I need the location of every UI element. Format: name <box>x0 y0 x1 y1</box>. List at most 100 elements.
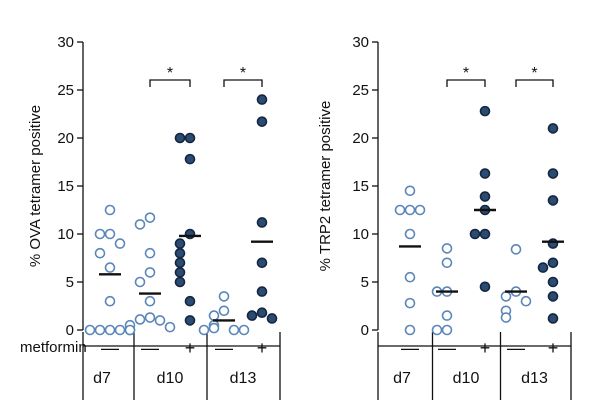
data-point-metformin <box>256 116 268 127</box>
data-point-control <box>94 247 106 259</box>
data-point-control <box>394 204 406 216</box>
data-point-metformin <box>547 195 559 206</box>
data-point-control <box>238 324 250 336</box>
data-point-control <box>218 291 230 302</box>
data-point-metformin <box>479 228 491 240</box>
data-point-control <box>114 324 126 336</box>
data-point-metformin <box>184 315 196 326</box>
data-point-control <box>104 295 116 307</box>
significance-bracket <box>149 79 191 87</box>
data-point-control <box>520 295 532 307</box>
y-tick-label: 20 <box>352 130 369 147</box>
data-point-control <box>404 324 416 336</box>
data-point-control <box>208 310 220 321</box>
metformin-minus-label: — <box>507 338 525 358</box>
significance-bracket <box>446 79 486 87</box>
data-point-metformin <box>547 257 559 269</box>
data-point-control <box>500 312 512 323</box>
significance-star: * <box>167 65 173 82</box>
y-tick-label: 0 <box>361 322 369 339</box>
y-tick-label: 10 <box>352 226 369 243</box>
data-point-control <box>404 228 416 240</box>
y-tick-label: 0 <box>66 322 74 339</box>
trp2-tetramer-panel: 0 5 10 15 20 25 30 % TRP2 tetramer positive d7 — d… <box>317 34 572 400</box>
data-point-metformin <box>184 295 196 307</box>
data-point-control <box>414 204 426 216</box>
data-point-metformin <box>174 238 186 249</box>
y-tick-label: 15 <box>57 178 74 195</box>
data-point-control <box>94 228 106 240</box>
metformin-minus-label: — <box>438 338 456 358</box>
data-point-control <box>441 310 453 321</box>
data-point-metformin <box>547 123 559 134</box>
data-point-metformin <box>174 257 186 269</box>
y-tick-label: 15 <box>352 178 369 195</box>
data-point-metformin <box>547 276 559 288</box>
data-point-metformin <box>479 168 491 179</box>
data-point-metformin <box>479 105 491 117</box>
group-label-d7: d7 <box>393 370 411 387</box>
data-point-metformin <box>256 217 268 228</box>
data-point-control <box>144 312 156 323</box>
data-point-control <box>404 297 416 309</box>
data-point-control <box>198 324 210 336</box>
data-point-control <box>441 257 453 269</box>
data-point-metformin <box>547 238 559 249</box>
y-axis-label: % TRP2 tetramer positive <box>317 101 334 272</box>
significance-bracket <box>223 79 263 87</box>
data-point-control <box>218 305 230 317</box>
y-tick-label: 25 <box>57 82 74 99</box>
data-point-metformin <box>266 313 278 324</box>
significance-star: * <box>240 65 246 82</box>
ova-tetramer-panel: 0 5 10 15 20 25 30 % OVA tetramer positive metfo… <box>20 34 281 400</box>
data-point-control <box>154 315 166 326</box>
data-point-control <box>144 212 156 223</box>
data-point-control <box>124 324 136 336</box>
data-point-control <box>134 219 146 230</box>
metformin-minus-label: — <box>401 338 419 358</box>
y-tick-label: 5 <box>361 274 369 291</box>
metformin-row-label: metformin <box>20 339 87 356</box>
data-point-control <box>500 291 512 302</box>
data-point-control <box>144 267 156 278</box>
y-tick-label: 25 <box>352 82 369 99</box>
data-point-control <box>404 185 416 197</box>
group-label-d10: d10 <box>157 370 184 387</box>
group-label-d10: d10 <box>453 370 480 387</box>
data-point-control <box>404 271 416 283</box>
data-point-metformin <box>184 228 196 240</box>
data-point-metformin <box>479 191 491 202</box>
y-tick-label: 10 <box>57 226 74 243</box>
significance-star: * <box>531 65 537 82</box>
data-point-control <box>228 324 240 336</box>
data-point-control <box>114 238 126 249</box>
y-tick-label: 30 <box>57 34 74 51</box>
data-point-control <box>104 324 116 336</box>
data-point-control <box>510 244 522 255</box>
group-label-d13: d13 <box>521 370 548 387</box>
group-label-d13: d13 <box>230 370 257 387</box>
y-tick-label: 5 <box>66 274 74 291</box>
data-point-control <box>94 324 106 336</box>
metformin-minus-label: — <box>101 338 119 358</box>
data-point-metformin <box>174 247 186 259</box>
metformin-minus-label: — <box>141 338 159 358</box>
data-point-metformin <box>547 168 559 179</box>
data-point-control <box>104 228 116 240</box>
data-point-metformin <box>174 276 186 288</box>
data-point-metformin <box>256 307 268 319</box>
data-point-control <box>144 295 156 307</box>
metformin-plus-label: + <box>257 338 268 358</box>
data-point-metformin <box>174 267 186 278</box>
data-point-metformin <box>174 132 186 144</box>
data-point-control <box>164 321 176 333</box>
data-point-control <box>208 322 220 334</box>
data-point-metformin <box>256 94 268 105</box>
y-axis-label: % OVA tetramer positive <box>27 105 44 267</box>
data-point-metformin <box>184 153 196 165</box>
y-tick-label: 30 <box>352 34 369 51</box>
data-point-metformin <box>479 281 491 293</box>
data-point-metformin <box>537 262 549 273</box>
data-point-control <box>144 247 156 259</box>
